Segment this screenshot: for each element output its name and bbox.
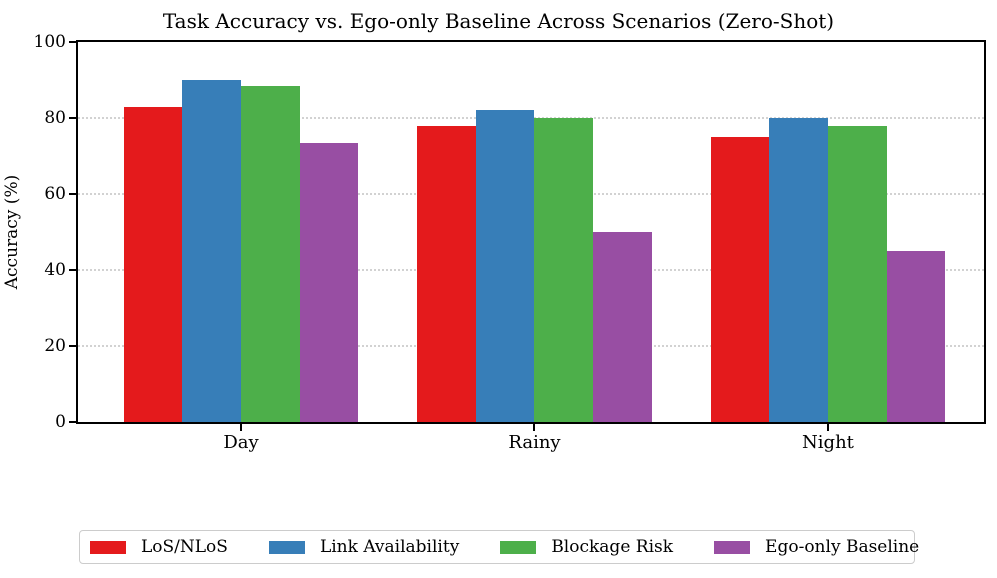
y-tick-label: 40 <box>44 260 66 280</box>
y-tick-mark <box>69 345 76 347</box>
y-tick-label: 80 <box>44 108 66 128</box>
x-tick-mark <box>533 424 536 431</box>
bar <box>182 80 241 422</box>
bar <box>475 110 535 422</box>
legend-item: Blockage Risk <box>500 537 673 557</box>
bar <box>886 251 946 422</box>
bar <box>240 85 300 422</box>
bar <box>593 232 652 422</box>
y-tick-label: 20 <box>44 336 66 356</box>
legend-item: LoS/NLoS <box>90 537 228 557</box>
plot-inner: 0 20 40 60 80 100 Day Rainy Night <box>34 32 984 453</box>
legend-swatch-icon <box>714 540 751 554</box>
x-tick-label: Day <box>223 432 259 453</box>
legend-label: Ego-only Baseline <box>765 537 920 557</box>
y-tick-label: 0 <box>55 412 66 432</box>
x-tick-label: Rainy <box>508 432 561 453</box>
y-tick-label: 100 <box>33 32 66 52</box>
x-tick-mark <box>826 424 829 431</box>
bar <box>534 118 594 422</box>
bar <box>827 125 887 422</box>
y-tick-mark <box>69 269 76 271</box>
bar <box>769 118 828 422</box>
y-tick-mark <box>69 193 76 195</box>
legend: LoS/NLoS Link Availability Blockage Risk Eg… <box>79 530 919 564</box>
legend-label: Link Availability <box>319 537 460 557</box>
legend-swatch-icon <box>268 540 305 554</box>
bar <box>417 125 476 422</box>
y-tick-mark <box>69 421 76 423</box>
legend-item: Link Availability <box>268 537 460 557</box>
bar <box>710 137 770 422</box>
plot-area: 0 20 40 60 80 100 Day Rainy Night <box>34 32 986 453</box>
chart-title: Task Accuracy vs. Ego-only Baseline Acro… <box>162 9 835 33</box>
bar <box>123 106 183 422</box>
legend-swatch-icon <box>90 540 126 554</box>
bar <box>299 142 359 422</box>
legend-swatch-icon <box>500 540 537 554</box>
y-axis-label: Accuracy (%) <box>2 174 22 290</box>
y-tick-mark <box>69 117 76 119</box>
x-tick-mark <box>239 424 242 431</box>
x-tick-label: Night <box>802 432 854 453</box>
y-tick-label: 60 <box>44 184 66 204</box>
legend-label: Blockage Risk <box>551 537 674 557</box>
legend-label: LoS/NLoS <box>141 537 228 557</box>
legend-item: Ego-only Baseline <box>714 537 919 557</box>
y-tick-mark <box>69 41 76 43</box>
